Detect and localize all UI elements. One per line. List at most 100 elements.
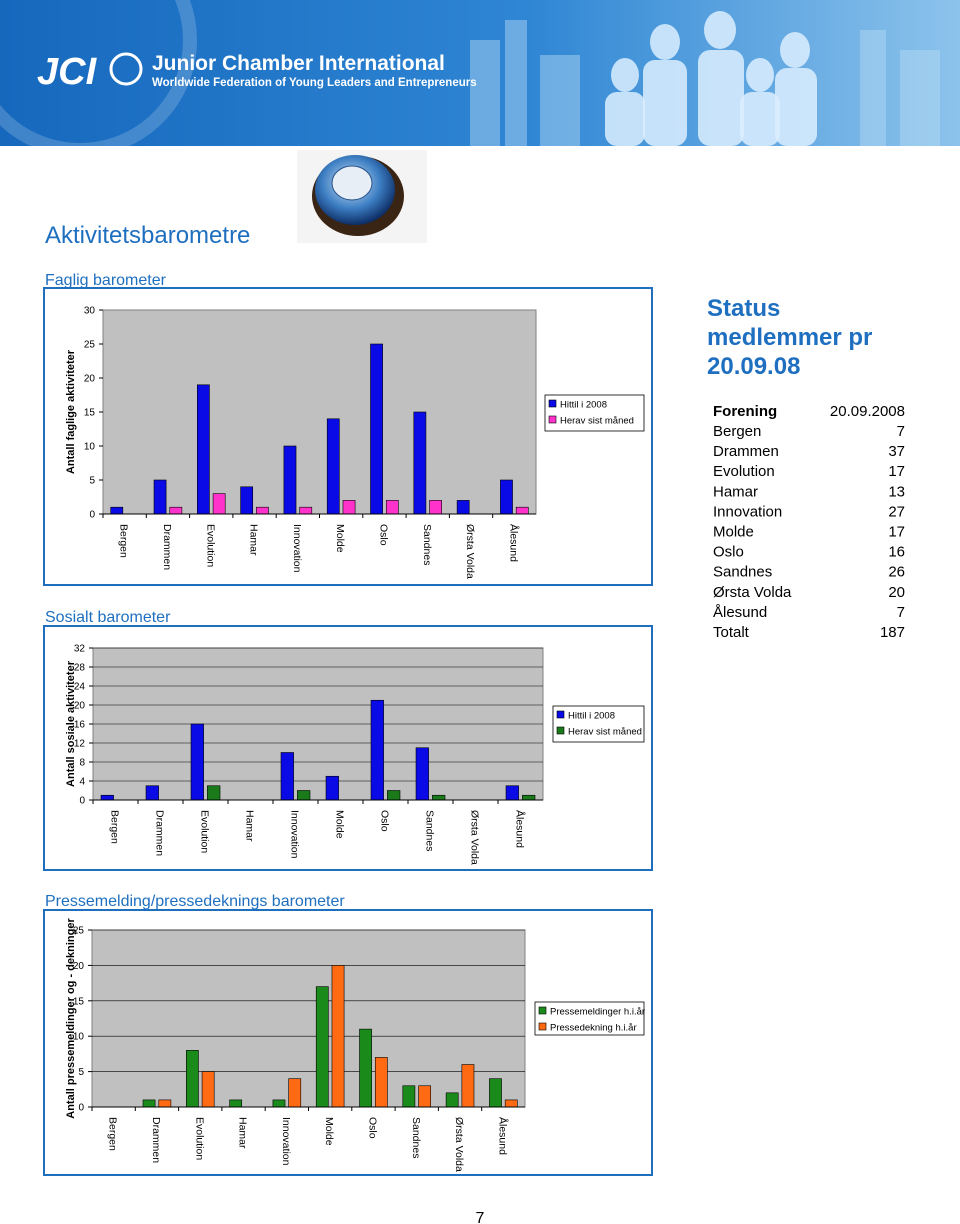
y-tick-label: 25 (84, 340, 96, 351)
x-tick-label: Ørsta Volda (469, 810, 481, 865)
bar (283, 445, 297, 515)
x-tick-label: Hamar (237, 1117, 249, 1149)
bar (522, 794, 536, 801)
x-tick-label: Oslo (379, 810, 391, 832)
bar (385, 500, 399, 515)
x-tick-label: Evolution (204, 524, 216, 567)
legend-label: Hittil i 2008 (560, 400, 607, 411)
table-cell: Molde (713, 524, 754, 541)
bar (256, 506, 269, 515)
x-tick-label: Ålesund (514, 810, 527, 848)
logo-emblem (109, 52, 143, 86)
legend-label: Herav sist måned (560, 416, 634, 427)
barometer-image (297, 150, 427, 243)
bar (504, 1099, 518, 1108)
table-cell: Ålesund (713, 604, 767, 621)
x-tick-label: Evolution (199, 810, 211, 853)
x-tick-label: Sandnes (424, 810, 436, 851)
y-axis-label: Antall faglige aktiviteter (65, 349, 77, 474)
x-tick-label: Molde (334, 524, 346, 553)
x-tick-label: Ørsta Volda (453, 1117, 465, 1172)
y-tick-label: 12 (74, 739, 86, 750)
bar (280, 752, 294, 801)
chart: Pressemelding/pressedeknings barometer 0 5… (43, 893, 653, 1176)
x-tick-label: Sandnes (410, 1117, 422, 1158)
table-cell: 16 (888, 544, 905, 561)
organization-name: Junior Chamber International (152, 52, 445, 75)
bar (489, 1078, 502, 1108)
bar (370, 699, 384, 801)
plot-area (91, 929, 526, 1108)
x-tick-label: Oslo (366, 1117, 378, 1139)
legend-box (544, 394, 645, 432)
table-header: 20.09.2008 (830, 403, 905, 420)
bar (413, 411, 427, 515)
y-tick-label: 20 (74, 701, 86, 712)
y-tick-label: 16 (74, 720, 86, 731)
y-tick-label: 24 (74, 682, 86, 693)
bar (359, 1028, 372, 1108)
x-tick-label: Drammen (154, 810, 166, 856)
bar (429, 500, 442, 515)
bar (315, 986, 329, 1108)
bar (169, 506, 183, 515)
bar (331, 965, 345, 1108)
y-tick-label: 30 (84, 306, 96, 317)
page-number: 7 (476, 1210, 485, 1224)
x-tick-label: Hamar (248, 524, 260, 556)
bar (190, 723, 204, 801)
bar (158, 1099, 172, 1108)
x-tick-label: Bergen (109, 810, 121, 844)
bar (374, 1057, 388, 1108)
status-title: 20.09.08 (707, 353, 800, 380)
chart: Faglig barometer 0 5 10 15 20 25 30 Antall fagli… (43, 272, 653, 586)
bar (500, 479, 513, 515)
bar (153, 479, 167, 515)
x-tick-label: Innovation (289, 810, 301, 859)
table-cell: 187 (880, 624, 905, 641)
bar (461, 1064, 475, 1108)
bar (432, 794, 446, 801)
y-tick-label: 25 (73, 926, 85, 937)
bar (186, 1050, 199, 1108)
legend-label: Herav sist måned (568, 727, 642, 738)
bar (110, 506, 124, 515)
x-tick-label: Drammen (150, 1117, 162, 1163)
table-cell: 37 (888, 443, 905, 460)
table-cell: 26 (888, 564, 905, 581)
y-tick-label: 5 (89, 476, 95, 487)
chart-heading: Faglig barometer (45, 272, 167, 289)
legend-label: Pressemeldinger h.i.år (550, 1007, 645, 1018)
people (605, 11, 817, 146)
barometer-dial (331, 165, 373, 201)
table-cell: Drammen (713, 443, 779, 460)
x-tick-label: Innovation (291, 524, 303, 573)
y-tick-label: 0 (78, 1103, 84, 1114)
legend-swatch (556, 710, 565, 719)
legend-swatch (548, 415, 557, 424)
y-tick-label: 8 (79, 758, 85, 769)
legend-swatch (538, 1022, 547, 1031)
bar (100, 794, 114, 801)
y-tick-label: 20 (73, 961, 85, 972)
bar (402, 1085, 416, 1108)
table-cell: Sandnes (713, 564, 772, 581)
bar (142, 1099, 156, 1108)
table-cell: Evolution (713, 463, 775, 480)
table-cell: 13 (888, 483, 905, 500)
bar (197, 384, 210, 515)
bar (297, 790, 311, 801)
x-tick-label: Bergen (107, 1117, 119, 1151)
table-cell: 17 (888, 524, 905, 541)
legend-swatch (556, 726, 565, 735)
y-tick-label: 32 (74, 644, 86, 655)
bar (201, 1071, 215, 1108)
x-tick-label: Ålesund (496, 1117, 509, 1155)
bar (272, 1099, 286, 1108)
legend-box (534, 1001, 645, 1036)
x-tick-label: Ørsta Volda (464, 524, 476, 579)
bar (387, 790, 401, 801)
tagline: Worldwide Federation of Young Leaders an… (152, 77, 477, 89)
bar (229, 1099, 243, 1108)
